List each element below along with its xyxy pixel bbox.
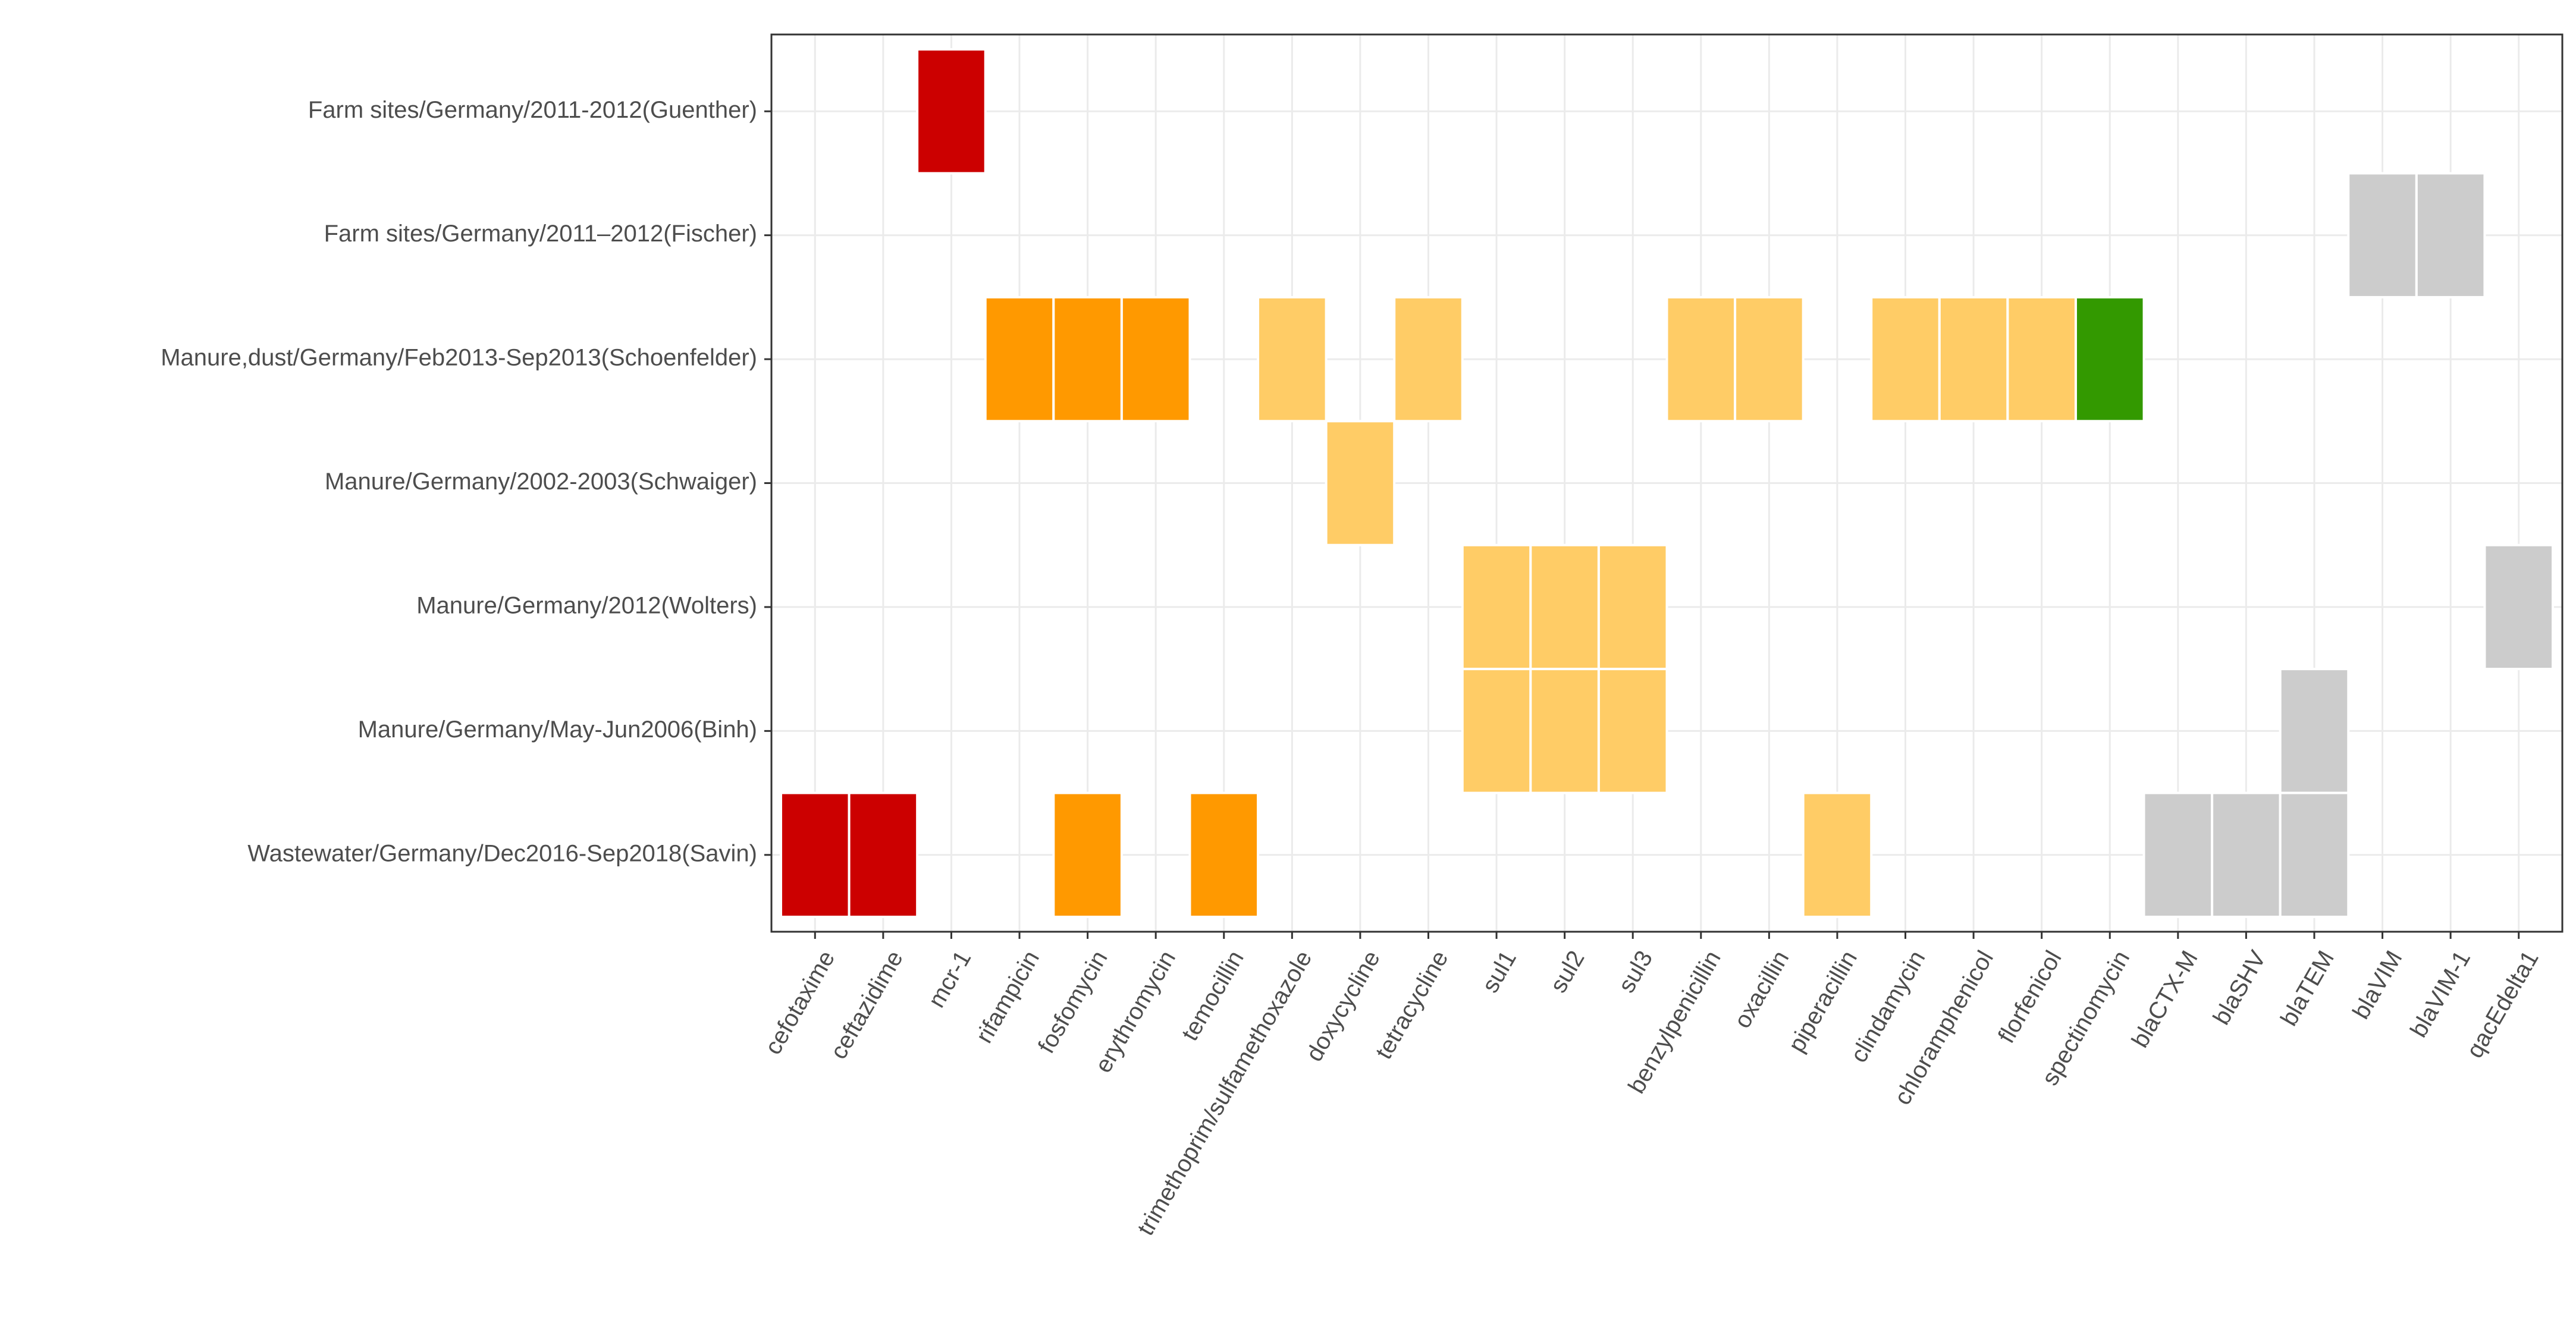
heatmap-cells [780,48,2554,918]
heatmap-cell [1188,791,1260,918]
y-tick-label: Farm sites/Germany/2011–2012(Fischer) [324,221,757,247]
heatmap-cell [1461,668,1532,794]
heatmap-cell [1120,296,1191,423]
heatmap-cell [2347,172,2418,298]
heatmap-cell [984,296,1055,423]
heatmap-cell [1325,420,1396,546]
heatmap-cell [1597,668,1668,794]
y-tick-label: Manure/Germany/2012(Wolters) [416,592,757,618]
heatmap-cell [1052,296,1123,423]
heatmap-cell [2279,668,2350,794]
heatmap-cell [780,791,851,918]
heatmap-cell [848,791,919,918]
y-tick-label: Manure/Germany/May-Jun2006(Binh) [358,716,757,743]
heatmap-cell [2279,791,2350,918]
heatmap-cell [2074,296,2145,423]
heatmap-cell [2006,296,2077,423]
heatmap-cell [1665,296,1737,423]
heatmap-cell [1870,296,1941,423]
heatmap-cell [1257,296,1328,423]
y-tick-label: Manure,dust/Germany/Feb2013-Sep2013(Scho… [161,345,757,371]
heatmap-cell [916,48,987,175]
heatmap-cell [1529,668,1600,794]
y-tick-label: Manure/Germany/2002-2003(Schwaiger) [325,469,757,495]
heatmap-cell [1597,543,1668,671]
heatmap-cell [2142,791,2214,918]
heatmap-cell [2483,543,2554,671]
heatmap-cell [2415,172,2486,298]
y-tick-label: Farm sites/Germany/2011-2012(Guenther) [308,97,757,123]
heatmap-cell [1393,296,1464,423]
heatmap-cell [1802,791,1873,918]
heatmap-cell [2211,791,2282,918]
heatmap-cell [1529,543,1600,671]
heatmap-cell [1938,296,2009,423]
heatmap-cell [1461,543,1532,671]
y-axis-ticks: Farm sites/Germany/2011-2012(Guenther) Fa… [161,97,771,866]
heatmap-cell [1734,296,1805,423]
heatmap-cell [1052,791,1123,918]
y-tick-label: Wastewater/Germany/Dec2016-Sep2018(Savin… [247,840,757,866]
